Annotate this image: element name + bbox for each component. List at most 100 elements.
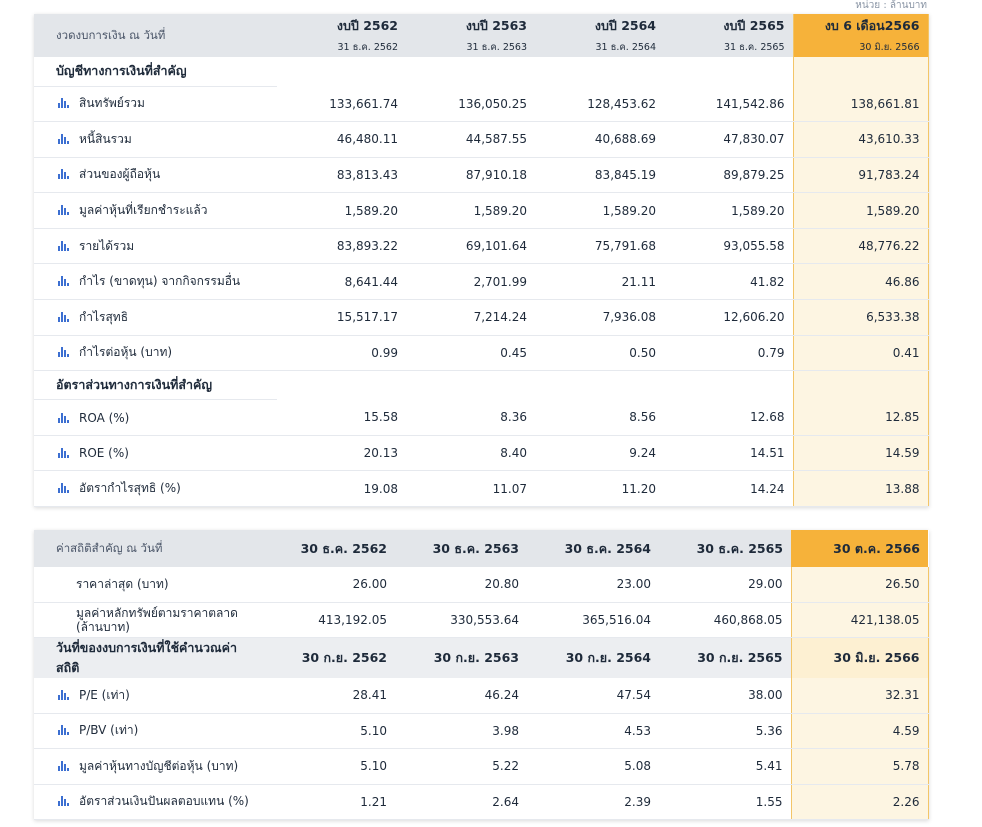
value-cell: 12.68 <box>664 399 793 436</box>
section-row: อัตราส่วนทางการเงินที่สำคัญ <box>34 370 929 401</box>
row-label-cell[interactable]: กำไรต่อหุ้น (บาท) <box>34 335 277 372</box>
value-cell: 330,553.64 <box>395 602 527 638</box>
value-cell: 1,589.20 <box>792 192 929 229</box>
table-header-row: งวดงบการเงิน ณ วันที่ งบปี 2562 31 ธ.ค. 2… <box>34 14 929 57</box>
section-title: บัญชีทางการเงินที่สำคัญ <box>34 57 277 87</box>
table-row: มูลค่าหลักทรัพย์ตามราคาตลาด (ล้านบาท) 413… <box>34 602 929 638</box>
row-label-cell[interactable]: ROA (%) <box>34 399 277 436</box>
unit-note: หน่วย : ล้านบาท <box>855 0 927 11</box>
bar-chart-icon[interactable] <box>58 483 70 494</box>
value-cell: 0.50 <box>535 335 664 372</box>
value-cell: 48,776.22 <box>792 228 929 265</box>
value-cell: 133,661.74 <box>277 86 406 123</box>
value-cell: 5.22 <box>395 748 527 785</box>
value-cell: 40,688.69 <box>535 121 664 158</box>
row-label-cell[interactable]: ส่วนของผู้ถือหุ้น <box>34 157 277 194</box>
value-cell: 2.64 <box>395 784 527 820</box>
value-cell: 365,516.04 <box>527 602 659 638</box>
row-label-cell[interactable]: อัตรากำไรสุทธิ (%) <box>34 470 277 508</box>
table-row: ROA (%) 15.58 8.36 8.56 12.68 12.85 <box>34 399 929 436</box>
period-col-5-highlight: งบ 6 เดือน2566 30 มิ.ย. 2566 <box>792 14 929 57</box>
row-label: P/BV (เท่า) <box>79 723 139 738</box>
value-cell: 83,893.22 <box>277 228 406 265</box>
row-label: มูลค่าหุ้นทางบัญชีต่อหุ้น (บาท) <box>79 758 239 773</box>
value-cell: 141,542.86 <box>664 86 793 123</box>
row-label-cell[interactable]: ROE (%) <box>34 435 277 472</box>
value-cell: 47.54 <box>527 677 659 714</box>
table-row: หนี้สินรวม 46,480.11 44,587.55 40,688.69 47,… <box>34 121 929 158</box>
bar-chart-icon[interactable] <box>58 240 70 251</box>
bar-chart-icon[interactable] <box>58 311 70 322</box>
value-cell: 13.88 <box>792 470 929 508</box>
section-row: บัญชีทางการเงินที่สำคัญ <box>34 57 929 87</box>
value-cell: 32.31 <box>790 677 929 714</box>
row-label: กำไรสุทธิ <box>79 309 129 324</box>
table-row: มูลค่าหุ้นที่เรียกชำระแล้ว 1,589.20 1,589.… <box>34 192 929 229</box>
bar-chart-icon[interactable] <box>58 412 70 423</box>
bar-chart-icon[interactable] <box>58 689 70 700</box>
value-cell: 2.39 <box>527 784 659 820</box>
value-cell: 1,589.20 <box>277 192 406 229</box>
value-cell: 421,138.05 <box>790 602 929 638</box>
value-cell: 1,589.20 <box>664 192 793 229</box>
table-header-row: ค่าสถิติสำคัญ ณ วันที่ 30 ธ.ค. 2562 30 ธ… <box>34 530 928 567</box>
bar-chart-icon[interactable] <box>58 205 70 216</box>
row-label-cell[interactable]: มูลค่าหุ้นที่เรียกชำระแล้ว <box>34 192 277 229</box>
bar-chart-icon[interactable] <box>58 725 70 736</box>
value-cell: 26.50 <box>790 567 929 603</box>
row-label-cell[interactable]: หนี้สินรวม <box>34 121 277 158</box>
date-col-3: 30 ธ.ค. 2564 <box>527 530 659 567</box>
table-row: กำไร (ขาดทุน) จากกิจกรรมอื่น 8,641.44 2,70… <box>34 263 929 301</box>
value-cell: 0.79 <box>664 335 793 372</box>
value-cell: 4.59 <box>790 713 929 749</box>
value-cell: 87,910.18 <box>406 157 535 194</box>
value-cell: 1,589.20 <box>406 192 535 229</box>
value-cell: 12,606.20 <box>664 299 793 336</box>
date-col-1: 30 ธ.ค. 2562 <box>263 530 395 567</box>
table-row: รายได้รวม 83,893.22 69,101.64 75,791.68 93,0… <box>34 228 929 265</box>
bar-chart-icon[interactable] <box>58 347 70 358</box>
bar-chart-icon[interactable] <box>58 133 70 144</box>
value-cell: 138,661.81 <box>792 86 929 123</box>
bar-chart-icon[interactable] <box>58 169 70 180</box>
calc-date-4: 30 ก.ย. 2565 <box>659 637 791 678</box>
calc-date-3: 30 ก.ย. 2564 <box>527 637 659 678</box>
row-label-cell[interactable]: รายได้รวม <box>34 228 277 265</box>
value-cell: 69,101.64 <box>406 228 535 265</box>
row-label: สินทรัพย์รวม <box>79 96 145 111</box>
bar-chart-icon[interactable] <box>58 760 70 771</box>
value-cell: 93,055.58 <box>664 228 793 265</box>
value-cell: 28.41 <box>263 677 395 714</box>
date-col-2: 30 ธ.ค. 2563 <box>395 530 527 567</box>
row-label-cell[interactable]: P/BV (เท่า) <box>34 713 263 749</box>
value-cell: 3.98 <box>395 713 527 749</box>
bar-chart-icon[interactable] <box>58 276 70 287</box>
value-cell: 23.00 <box>527 567 659 603</box>
row-label: กำไร (ขาดทุน) จากกิจกรรมอื่น <box>79 274 241 289</box>
table-row: สินทรัพย์รวม 133,661.74 136,050.25 128,453.… <box>34 86 929 123</box>
value-cell: 1.55 <box>659 784 791 820</box>
value-cell: 14.59 <box>792 435 929 472</box>
row-label: รายได้รวม <box>79 238 135 253</box>
value-cell: 46.24 <box>395 677 527 714</box>
period-col-2: งบปี 2563 31 ธ.ค. 2563 <box>406 14 535 57</box>
row-label: อัตราส่วนเงินปันผลตอบแทน (%) <box>79 794 249 809</box>
bar-chart-icon[interactable] <box>58 448 70 459</box>
row-label-cell[interactable]: P/E (เท่า) <box>34 677 263 714</box>
value-cell: 0.41 <box>792 335 929 372</box>
value-cell: 46,480.11 <box>277 121 406 158</box>
bar-chart-icon[interactable] <box>58 796 70 807</box>
row-label-cell[interactable]: อัตราส่วนเงินปันผลตอบแทน (%) <box>34 784 263 820</box>
value-cell: 5.10 <box>263 748 395 785</box>
period-col-1: งบปี 2562 31 ธ.ค. 2562 <box>277 14 406 57</box>
row-label-cell[interactable]: กำไรสุทธิ <box>34 299 277 336</box>
value-cell: 11.20 <box>535 470 664 508</box>
row-label: ส่วนของผู้ถือหุ้น <box>79 167 161 182</box>
row-label-cell[interactable]: สินทรัพย์รวม <box>34 86 277 123</box>
section-title: อัตราส่วนทางการเงินที่สำคัญ <box>34 370 277 401</box>
bar-chart-icon[interactable] <box>58 98 70 109</box>
row-label-cell[interactable]: มูลค่าหุ้นทางบัญชีต่อหุ้น (บาท) <box>34 748 263 785</box>
value-cell: 15,517.17 <box>277 299 406 336</box>
row-label-cell[interactable]: กำไร (ขาดทุน) จากกิจกรรมอื่น <box>34 263 277 301</box>
value-cell: 8,641.44 <box>277 263 406 301</box>
